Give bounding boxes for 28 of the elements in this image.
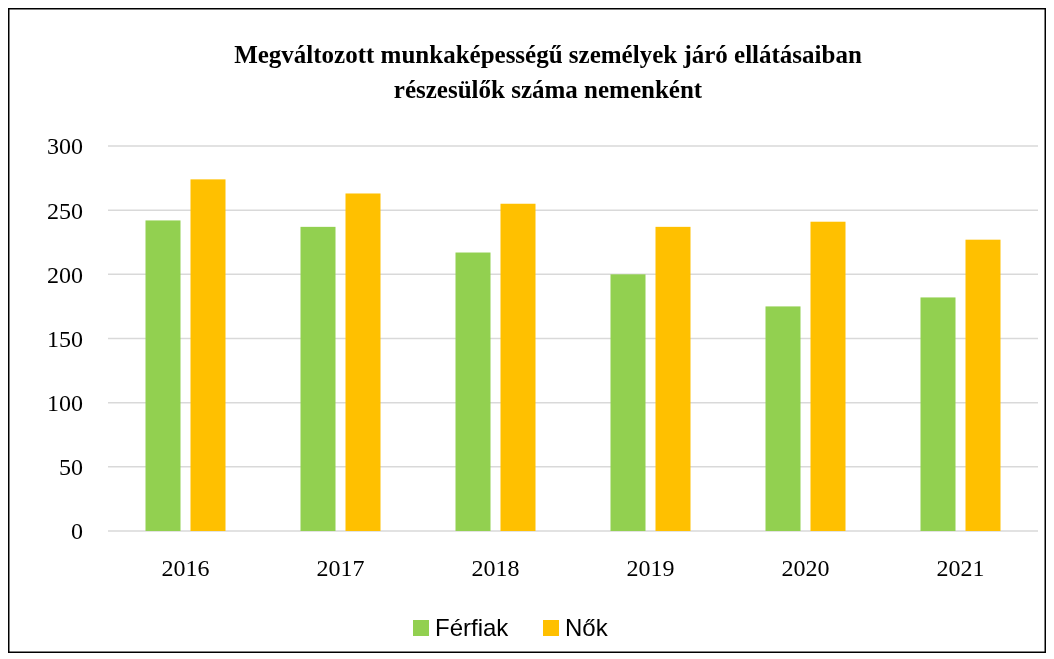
- bar: [145, 220, 181, 531]
- chart-title: Megváltozott munkaképességű személyek járó ellátásaiban részesülők száma nemenként: [234, 41, 862, 103]
- bar: [345, 193, 381, 531]
- bar: [655, 226, 691, 531]
- bar: [190, 179, 226, 531]
- bar: [455, 252, 491, 531]
- bar: [810, 221, 846, 531]
- y-tick-label: 50: [59, 454, 83, 481]
- y-tick-label: 0: [71, 518, 83, 545]
- y-tick-label: 100: [47, 390, 83, 417]
- bar: [610, 274, 646, 531]
- legend-label: Nők: [565, 614, 609, 641]
- x-tick-label: 2017: [316, 555, 365, 581]
- y-tick-label: 250: [47, 197, 83, 224]
- x-tick-label: 2018: [471, 555, 520, 581]
- bar: [500, 203, 536, 531]
- x-tick-label: 2021: [936, 555, 985, 581]
- legend-label: Férfiak: [435, 614, 510, 641]
- x-tick-label: 2020: [781, 555, 830, 581]
- y-tick-label: 300: [47, 133, 83, 160]
- y-tick-label: 200: [47, 261, 83, 288]
- bar: [965, 239, 1001, 531]
- bar: [920, 297, 956, 531]
- bar: [765, 306, 801, 531]
- x-tick-label: 2016: [161, 555, 210, 581]
- x-tick-label: 2019: [626, 555, 675, 581]
- bar: [300, 226, 336, 531]
- y-tick-label: 150: [47, 325, 83, 352]
